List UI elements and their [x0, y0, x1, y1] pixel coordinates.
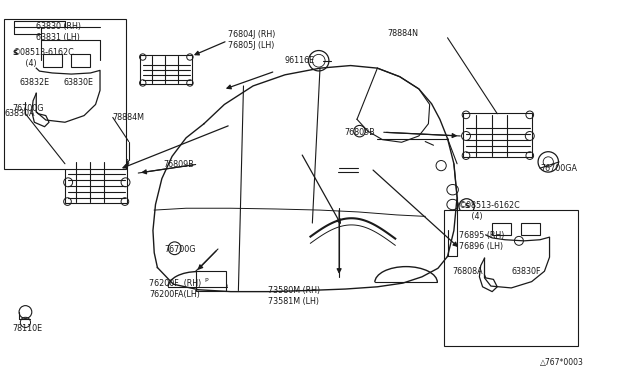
- Bar: [71, 54, 90, 67]
- Bar: [463, 113, 532, 157]
- Text: 73580M (RH)
73581M (LH): 73580M (RH) 73581M (LH): [268, 286, 320, 307]
- Text: ©08513-6162C
     (4): ©08513-6162C (4): [459, 201, 521, 221]
- Text: S: S: [13, 50, 18, 56]
- Text: 78884M: 78884M: [113, 113, 145, 122]
- Bar: [65, 161, 127, 203]
- Text: 78110E: 78110E: [13, 324, 43, 333]
- Text: 63830E: 63830E: [64, 78, 93, 87]
- Bar: [43, 54, 62, 67]
- Text: 78884N: 78884N: [387, 29, 418, 38]
- Text: 76700G: 76700G: [164, 244, 196, 253]
- Text: 76700GA: 76700GA: [540, 164, 577, 173]
- Bar: [196, 271, 227, 291]
- Text: ©08513-6162C
     (4): ©08513-6162C (4): [13, 48, 74, 68]
- Text: 76895 (RH)
76896 (LH): 76895 (RH) 76896 (LH): [459, 231, 504, 251]
- Text: 96116E: 96116E: [285, 56, 315, 65]
- Text: 63830F: 63830F: [511, 267, 541, 276]
- Text: 76809B: 76809B: [164, 160, 195, 169]
- Text: 76700G: 76700G: [13, 104, 44, 113]
- Text: 63830A: 63830A: [4, 109, 35, 118]
- Text: P: P: [205, 278, 208, 283]
- Text: S: S: [464, 203, 469, 209]
- Text: 76200F  (RH)
76200FA(LH): 76200F (RH) 76200FA(LH): [149, 279, 202, 299]
- Bar: [444, 210, 578, 346]
- Bar: [140, 55, 193, 84]
- Bar: [492, 223, 511, 235]
- Bar: [521, 223, 540, 235]
- Text: △767*0003: △767*0003: [540, 357, 584, 366]
- Text: 76808A: 76808A: [452, 267, 483, 276]
- Text: 76804J (RH)
76805J (LH): 76804J (RH) 76805J (LH): [228, 29, 275, 49]
- Text: 63832E: 63832E: [19, 78, 49, 87]
- Text: 63830 (RH)
63831 (LH): 63830 (RH) 63831 (LH): [36, 22, 81, 42]
- Bar: [4, 19, 125, 169]
- Text: 76809B: 76809B: [344, 128, 375, 137]
